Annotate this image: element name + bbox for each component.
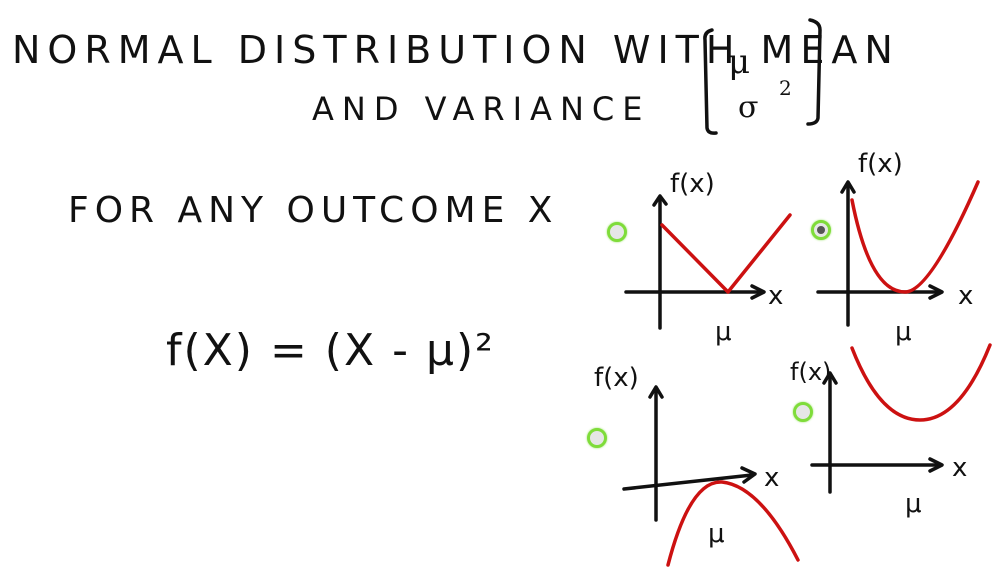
curve-parabola-down	[666, 480, 800, 567]
prompt-text: FOR ANY OUTCOME X	[68, 190, 559, 231]
graph-bottom-left: f(x) x μ	[594, 363, 800, 567]
mu-label: μ	[905, 489, 922, 519]
xlabel: x	[958, 281, 973, 311]
graph-top-right: f(x) x μ	[816, 149, 980, 347]
mean-symbol: μ	[728, 42, 751, 82]
left-bracket	[703, 28, 718, 135]
variance-exponent: 2	[779, 76, 792, 100]
curve-parabola-up	[850, 180, 980, 294]
variance-symbol: σ	[738, 90, 759, 125]
title-line-1: NORMAL DISTRIBUTION WITH MEAN	[12, 28, 900, 72]
x-axis-arrow	[928, 284, 944, 300]
ylabel: f(x)	[670, 169, 715, 199]
choice-radio-top-left[interactable]	[607, 222, 627, 242]
ylabel: f(x)	[858, 149, 903, 179]
x-axis-arrow	[928, 457, 944, 473]
formula: f(X) = (X - μ)²	[166, 325, 495, 376]
choice-radio-bottom-left[interactable]	[587, 428, 607, 448]
ylabel: f(x)	[594, 363, 639, 393]
right-bracket	[806, 18, 822, 126]
y-axis-arrow	[652, 194, 668, 207]
mu-label: μ	[895, 317, 912, 347]
title-line-2: AND VARIANCE	[312, 90, 651, 128]
xlabel: x	[768, 281, 783, 311]
choice-radio-bottom-right[interactable]	[793, 402, 813, 422]
ylabel: f(x)	[790, 358, 831, 386]
mu-label: μ	[708, 519, 725, 549]
x-axis	[622, 473, 754, 491]
choice-radio-top-right[interactable]	[811, 220, 831, 240]
curve-shifted-parabola-up	[850, 343, 992, 422]
y-axis-arrow	[822, 371, 838, 385]
mu-label: μ	[715, 317, 732, 347]
x-axis-arrow	[750, 284, 766, 300]
x-axis-arrow	[740, 466, 757, 484]
graph-top-left: f(x) x μ	[624, 169, 792, 347]
xlabel: x	[764, 463, 779, 493]
y-axis-arrow	[840, 180, 856, 194]
graph-bottom-right: f(x) x μ	[790, 343, 992, 519]
curve-v-shape	[660, 213, 792, 294]
y-axis-arrow	[648, 385, 664, 399]
xlabel: x	[952, 453, 967, 483]
